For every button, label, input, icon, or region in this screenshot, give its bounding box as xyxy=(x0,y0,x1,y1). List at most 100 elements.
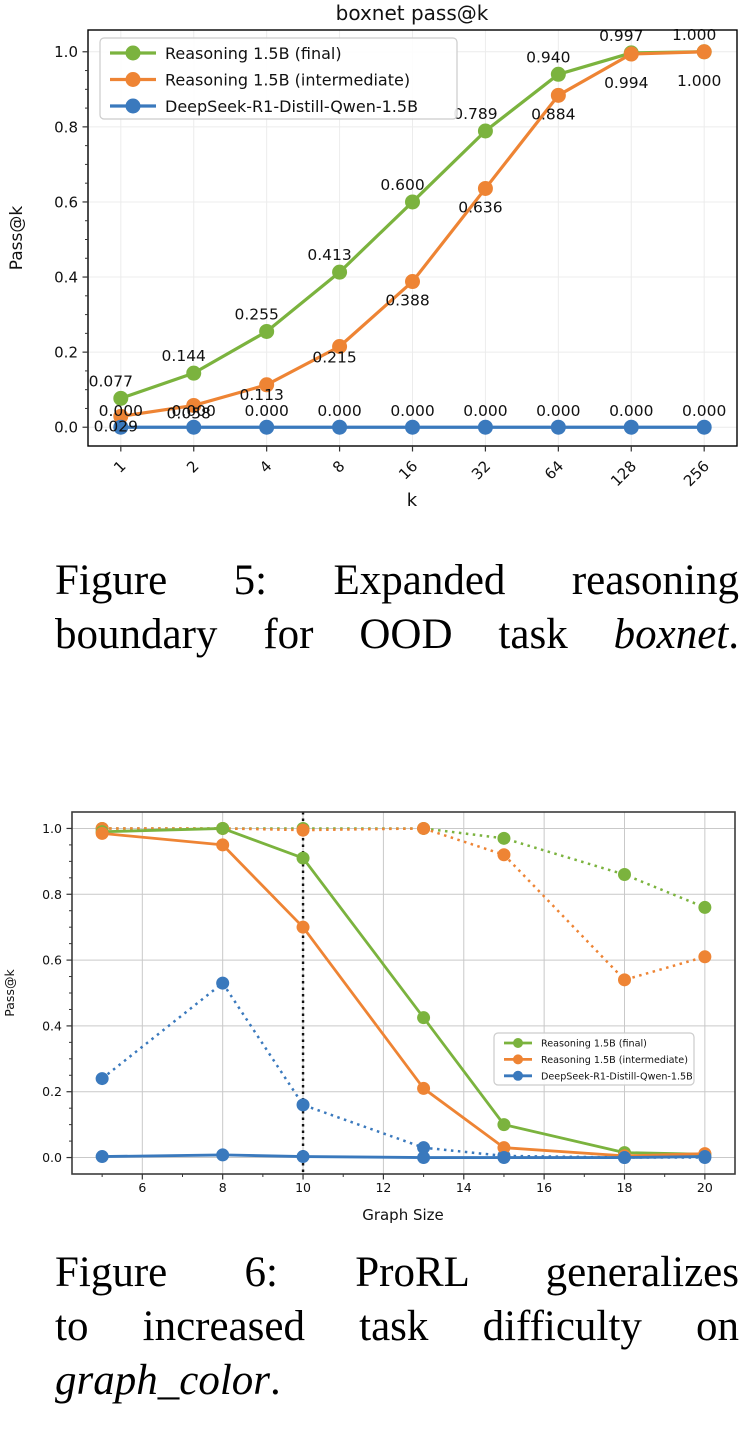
legend-box xyxy=(99,37,458,120)
y-axis: 0.0 0.2 0.4 0.6 0.8 1.0 xyxy=(54,43,88,437)
x-tick-label: 18 xyxy=(617,1180,633,1195)
x-tick-label: 128 xyxy=(607,457,640,490)
caption-italic-term: boxnet xyxy=(613,611,729,658)
series-marker xyxy=(618,973,631,987)
series-marker xyxy=(497,1141,511,1155)
series-marker xyxy=(332,264,348,280)
legend-box xyxy=(493,1032,695,1086)
legend-marker xyxy=(125,98,141,114)
series-marker xyxy=(417,1081,431,1095)
series-marker xyxy=(477,419,493,435)
legend-marker xyxy=(125,45,141,61)
series-line-0 xyxy=(102,827,706,909)
point-label: 0.997 xyxy=(599,27,643,45)
series-marker xyxy=(95,1150,109,1164)
series-marker xyxy=(113,390,129,406)
figure5-caption: Figure 5: Expanded reasoning boundary for… xyxy=(55,554,739,662)
series-marker xyxy=(113,408,129,424)
series-marker xyxy=(113,419,129,435)
figure6-caption: Figure 6: ProRL generalizes to increased … xyxy=(55,1246,739,1408)
legend-marker xyxy=(513,1070,523,1081)
x-tick-label: 16 xyxy=(536,1180,552,1195)
series-marker xyxy=(216,976,230,990)
x-axis-label: Graph Size xyxy=(362,1206,444,1224)
point-label: 0.413 xyxy=(307,246,351,264)
legend-item: Reasoning 1.5B (final) xyxy=(504,1038,647,1049)
series-marker xyxy=(332,339,348,355)
legend-label: DeepSeek-R1-Distill-Qwen-1.5B xyxy=(165,97,418,116)
caption-text: to increased task difficulty on xyxy=(55,1303,739,1350)
series-marker xyxy=(550,419,566,435)
series-marker xyxy=(216,838,230,852)
point-label: 0.000 xyxy=(609,402,653,420)
y-tick-label: 0.0 xyxy=(42,1150,62,1165)
series-marker xyxy=(618,868,631,882)
x-tick-label: 12 xyxy=(375,1180,391,1195)
x-tick-label: 64 xyxy=(541,457,567,483)
series-line-3 xyxy=(102,827,705,1156)
x-axis-label: k xyxy=(407,490,418,511)
y-axis: 0.0 0.2 0.4 0.6 0.8 1.0 xyxy=(42,821,72,1165)
point-label: 0.600 xyxy=(380,176,424,194)
caption-text: Figure 6: ProRL generalizes xyxy=(55,1249,739,1296)
series-marker xyxy=(296,851,310,865)
x-tick-label: 4 xyxy=(256,457,275,476)
x-tick-label: 20 xyxy=(697,1180,713,1195)
series-marker xyxy=(186,365,202,381)
series-marker xyxy=(497,1118,511,1132)
y-axis-label: Pass@k xyxy=(7,206,27,271)
y-tick-label: 0.2 xyxy=(42,1084,62,1099)
series-marker xyxy=(497,848,511,862)
series-marker xyxy=(497,831,511,845)
legend-item: DeepSeek-R1-Distill-Qwen-1.5B xyxy=(110,97,418,116)
series-marker xyxy=(477,123,493,139)
y-tick-label: 0.4 xyxy=(42,1018,62,1033)
point-label: 0.077 xyxy=(89,372,133,390)
x-tick-label: 256 xyxy=(680,457,713,490)
series-marker xyxy=(259,323,275,339)
series-marker xyxy=(696,419,712,435)
caption-text: boundary for OOD task xyxy=(55,611,614,658)
caption-line: Figure 6: ProRL generalizes xyxy=(55,1246,739,1300)
series-line-4 xyxy=(102,831,705,1158)
legend-item: DeepSeek-R1-Distill-Qwen-1.5B xyxy=(504,1070,693,1082)
point-label: 0.000 xyxy=(390,402,434,420)
series-marker xyxy=(696,44,712,60)
point-label: 0.255 xyxy=(234,305,278,323)
caption-line: Figure 5: Expanded reasoning xyxy=(55,554,739,608)
series-marker xyxy=(618,1151,631,1165)
chart-title: boxnet pass@k xyxy=(336,1,489,25)
x-tick-label: 16 xyxy=(395,457,421,483)
series-marker xyxy=(332,419,348,435)
y-tick-label: 0.4 xyxy=(54,268,78,286)
point-label: 1.000 xyxy=(677,72,721,90)
y-tick-label: 1.0 xyxy=(54,43,78,61)
graph-color-chart-svg: 6 8 10 12 14 16 18 20 0.0 0.2 0.4 0.6 0.8 1.0 Graph Si… xyxy=(2,811,736,1224)
legend-item: Reasoning 1.5B (intermediate) xyxy=(504,1054,688,1066)
caption-line: to increased task difficulty on xyxy=(55,1300,739,1354)
series-line-1 xyxy=(102,827,706,982)
x-tick-label: 8 xyxy=(329,457,348,476)
x-tick-label: 2 xyxy=(183,457,202,476)
series-marker xyxy=(296,1150,310,1164)
caption-text: . xyxy=(270,1357,281,1404)
series-marker xyxy=(698,950,712,964)
y-tick-label: 0.8 xyxy=(42,887,62,902)
figure5-chart: 0.077 0.144 0.255 0.413 0.600 0.789 0.940 0.997… xyxy=(0,0,744,518)
legend-label: DeepSeek-R1-Distill-Qwen-1.5B xyxy=(541,1071,693,1082)
point-label: 0.000 xyxy=(172,402,216,420)
x-tick-label: 1 xyxy=(110,457,129,476)
y-tick-label: 0.6 xyxy=(54,193,78,211)
series-marker xyxy=(417,821,431,835)
series-marker xyxy=(405,419,420,435)
series-marker xyxy=(216,1148,230,1162)
series-marker xyxy=(259,419,275,435)
series-marker xyxy=(497,1151,511,1165)
legend-item: Reasoning 1.5B (final) xyxy=(110,44,342,63)
series-marker xyxy=(296,823,310,837)
legend-label: Reasoning 1.5B (intermediate) xyxy=(541,1055,688,1066)
x-tick-label: 14 xyxy=(456,1180,472,1195)
point-label: 0.000 xyxy=(463,402,507,420)
legend-item: Reasoning 1.5B (intermediate) xyxy=(110,70,410,89)
